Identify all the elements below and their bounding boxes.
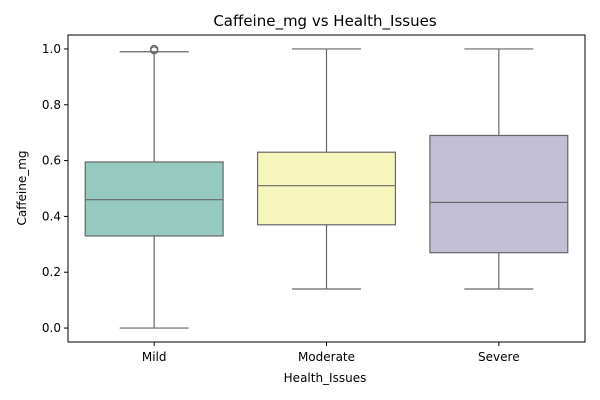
x-tick-label: Mild [142, 350, 167, 364]
x-tick-label: Moderate [298, 350, 355, 364]
y-tick-label: 0.2 [42, 265, 61, 279]
chart-title: Caffeine_mg vs Health_Issues [213, 12, 437, 31]
x-tick-label: Severe [478, 350, 520, 364]
y-tick-label: 0.4 [42, 209, 61, 223]
outlier-point-mild [150, 44, 159, 54]
x-axis-label: Health_Issues [284, 371, 367, 385]
y-tick-label: 1.0 [42, 42, 61, 56]
plot-area: 0.0 0.2 0.4 0.6 0.8 1.0 Mild Moderate Severe [42, 34, 586, 364]
y-axis-label: Caffeine_mg [15, 150, 29, 225]
y-tick-label: 0.6 [42, 154, 61, 168]
y-tick-label: 0.0 [42, 321, 61, 335]
y-tick-label: 0.8 [42, 98, 61, 112]
box-moderate [256, 151, 397, 226]
box-severe [429, 134, 569, 254]
box-mild [84, 161, 224, 237]
